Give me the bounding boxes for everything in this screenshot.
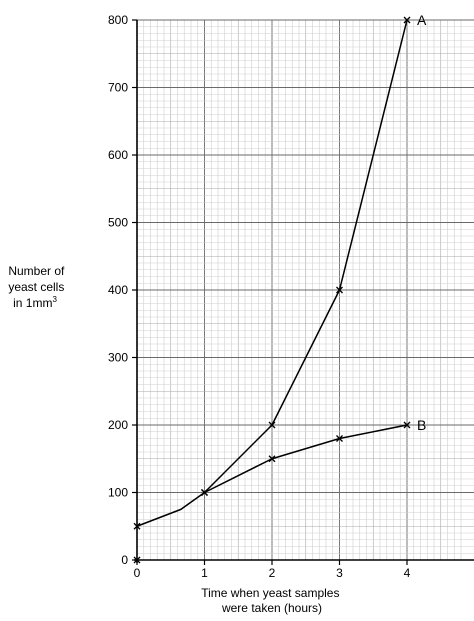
cross-stroke <box>201 489 208 496</box>
data-point-a <box>268 421 276 429</box>
x-tick-label: 3 <box>336 566 343 580</box>
chart-axes: 0 100 200 300 400 500 600 700 800 0 1 2 3 4 <box>108 13 474 580</box>
y-tick-label: 500 <box>108 216 128 230</box>
y-tick-label: 400 <box>108 283 128 297</box>
origin-point-marker <box>133 556 141 564</box>
x-axis-title-line-1: Time when yeast samples <box>201 586 339 600</box>
x-axis-title: Time when yeast samples were taken (hour… <box>201 586 343 615</box>
data-point-a <box>403 16 411 24</box>
x-tick-label: 1 <box>201 566 208 580</box>
y-tick-label: 200 <box>108 418 128 432</box>
series-line-b <box>204 424 408 494</box>
x-axis-title-line-2: were taken (hours) <box>221 601 322 615</box>
chart-series: AB <box>133 12 427 564</box>
cross-stroke <box>268 455 276 463</box>
y-axis-title: Number of yeast cells in 1mm3 <box>8 264 67 310</box>
x-tick-label: 0 <box>134 566 141 580</box>
y-axis-title-superscript: 3 <box>52 295 57 304</box>
data-point-b <box>268 455 276 463</box>
y-axis-title-line-2: yeast cells <box>8 280 64 294</box>
data-point-a <box>133 522 141 530</box>
y-tick-label: 100 <box>108 486 128 500</box>
y-tick-label: 700 <box>108 81 128 95</box>
cross-stroke <box>336 435 343 442</box>
y-axis-title-line-3: in 1mm <box>13 296 52 310</box>
series-line-a <box>136 19 408 527</box>
y-tick-label: 0 <box>121 553 128 567</box>
data-point-a <box>336 286 343 294</box>
y-tick-label: 800 <box>108 13 128 27</box>
cross-stroke <box>403 421 411 429</box>
x-tick-label: 2 <box>269 566 276 580</box>
y-axis-title-line-1: Number of <box>8 264 65 278</box>
y-tick-label: 600 <box>108 148 128 162</box>
cross-stroke <box>403 16 411 24</box>
y-tick-label: 300 <box>108 351 128 365</box>
data-point-b <box>403 421 411 429</box>
cross-stroke <box>133 522 141 530</box>
data-point-b <box>336 435 343 442</box>
x-tick-label: 4 <box>404 566 411 580</box>
cross-stroke <box>268 421 276 429</box>
chart-grid <box>136 19 474 561</box>
series-label-b: B <box>417 417 426 433</box>
cross-stroke <box>133 556 141 564</box>
data-point-b <box>201 489 208 496</box>
cross-stroke <box>336 286 343 294</box>
series-label-a: A <box>417 12 427 28</box>
